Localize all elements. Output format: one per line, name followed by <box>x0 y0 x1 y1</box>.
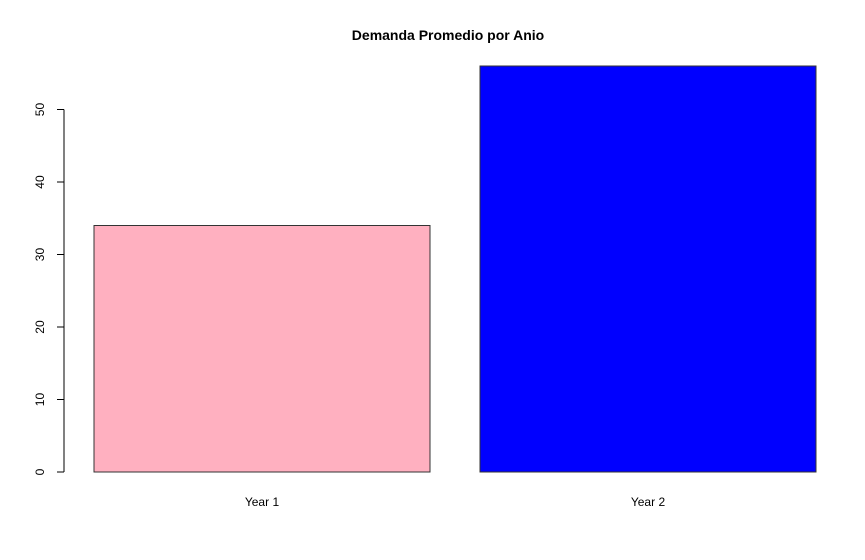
y-axis: 0 10 20 30 40 50 <box>33 103 65 475</box>
x-tick-label: Year 1 <box>245 495 280 509</box>
bar-year-1 <box>93 225 431 473</box>
bar-year-2 <box>479 65 817 473</box>
chart-title: Demanda Promedio por Anio <box>352 27 544 43</box>
bars-group <box>93 65 817 473</box>
x-axis-labels: Year 1 Year 2 <box>245 495 666 509</box>
y-tick-label: 30 <box>33 248 47 262</box>
y-tick-label: 40 <box>33 175 47 189</box>
y-tick-label: 0 <box>33 468 47 475</box>
y-tick-label: 50 <box>33 103 47 117</box>
y-tick-label: 20 <box>33 320 47 334</box>
y-tick-label: 10 <box>33 393 47 407</box>
x-tick-label: Year 2 <box>631 495 666 509</box>
